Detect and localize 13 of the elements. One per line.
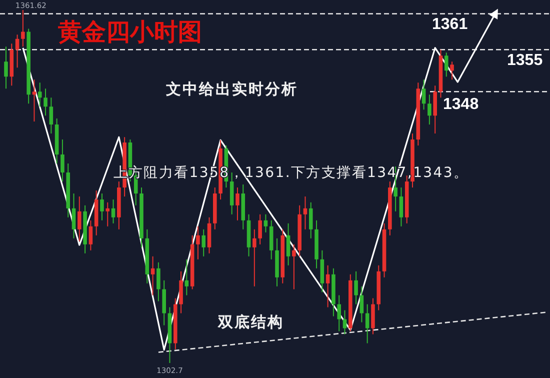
candlestick [292,244,296,290]
ref-line-label: 1361 [432,16,468,33]
annotation: 文中给出实时分析 [165,80,298,98]
candlestick [196,226,200,260]
candlestick [106,202,110,226]
ref-line-label: 1355 [507,52,543,69]
annotation: 双底结构 [217,313,284,331]
candlestick [252,229,256,286]
chart-title: 黄金四小时图 [57,17,202,46]
candlestick [21,10,25,47]
ref-line-label: 1348 [443,96,479,113]
candlestick [32,80,36,122]
candlestick [38,82,42,107]
